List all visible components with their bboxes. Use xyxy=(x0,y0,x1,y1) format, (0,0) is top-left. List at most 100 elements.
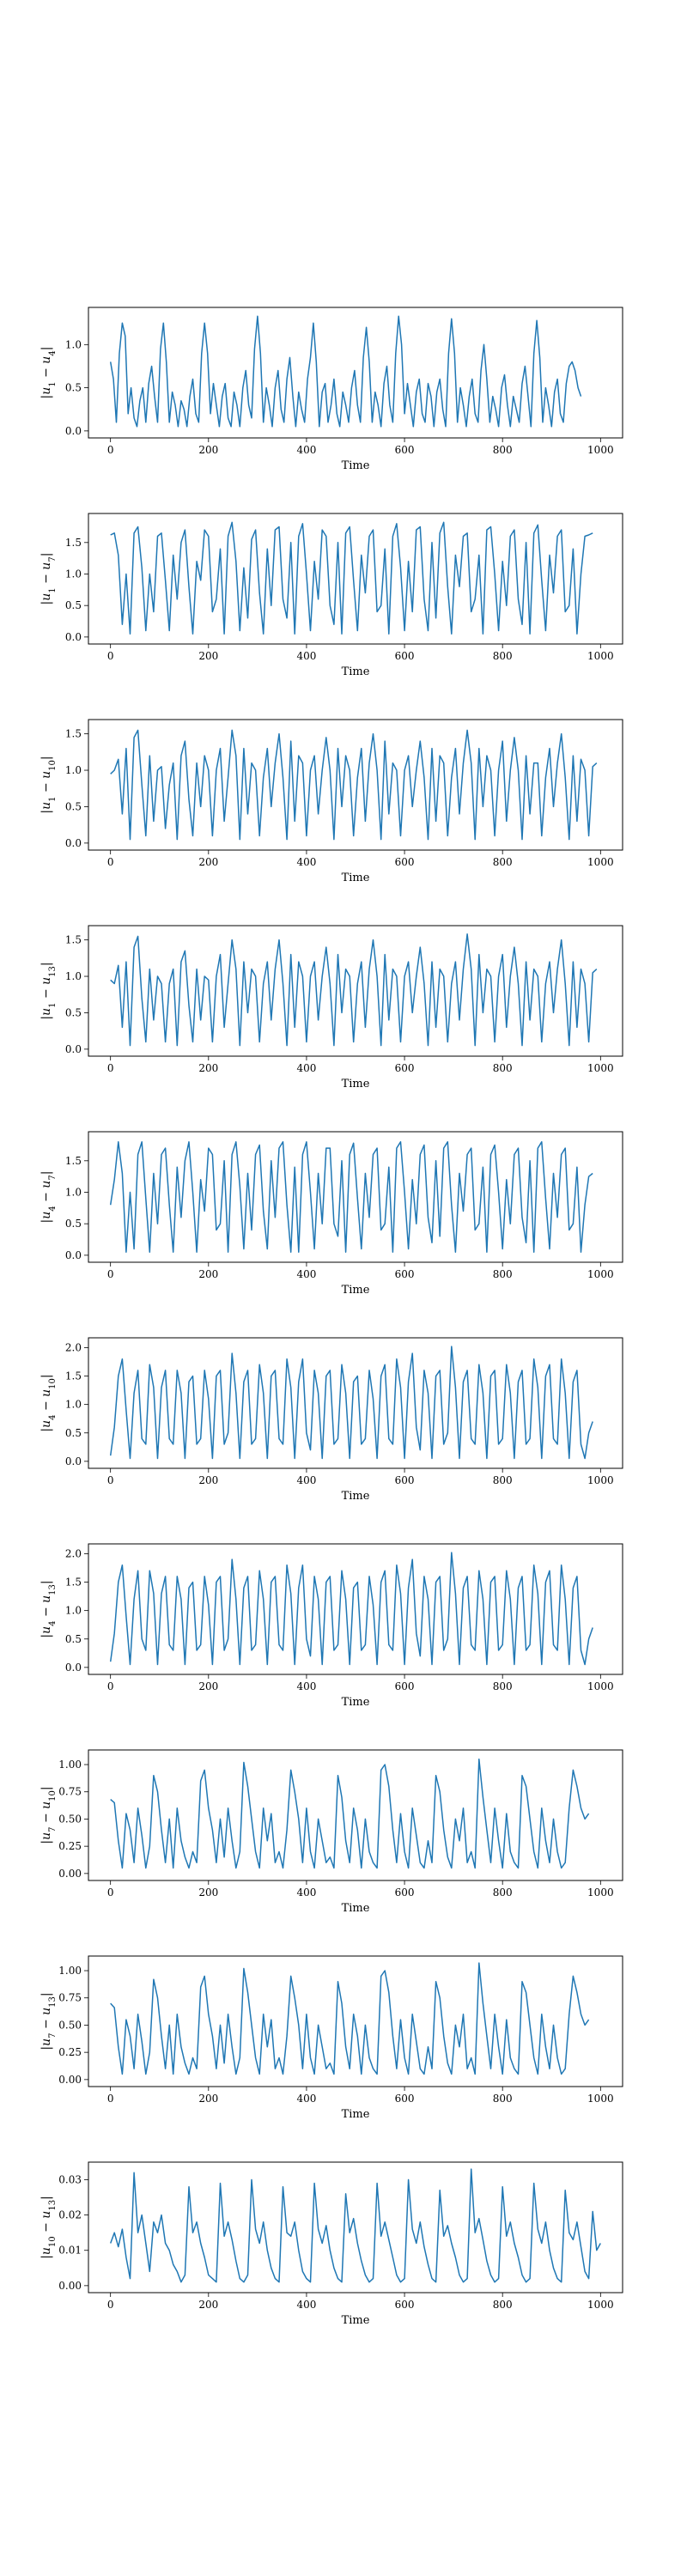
y-tick-label: 0.50 xyxy=(58,2019,82,2031)
y-tick-label: 1.5 xyxy=(65,934,82,946)
subplot-1: 0 200 400 600 800 1000 0.0 0.5 1.0 Time |u1 − u4| xyxy=(40,307,623,472)
x-tick-label: 0 xyxy=(107,1062,114,1074)
y-axis-label: |u1 − u10| xyxy=(40,756,58,813)
y-tick-label: 0.01 xyxy=(58,2245,82,2257)
y-axis-label: |u10 − u13| xyxy=(40,2196,58,2259)
series-line xyxy=(110,729,598,841)
y-tick-label: 1.0 xyxy=(65,568,82,580)
y-tick-label: 1.00 xyxy=(58,1759,82,1771)
y-axis-label: |u7 − u13| xyxy=(40,1992,58,2050)
y-tick-label: 2.0 xyxy=(65,1341,82,1353)
x-tick-label: 1000 xyxy=(587,1474,614,1486)
y-tick-label: 0.5 xyxy=(65,599,82,611)
y-tick-label: 0.0 xyxy=(65,1249,82,1261)
series-line xyxy=(109,2168,601,2283)
subplot-3: 0 200 400 600 800 1000 0.0 0.5 1.0 1.5 Time |u1 − u… xyxy=(40,719,623,884)
subplot-5: 0 200 400 600 800 1000 0.0 0.5 1.0 1.5 Time |u4 − u… xyxy=(40,1131,623,1297)
axes-frame xyxy=(88,307,623,439)
y-tick-label: 0.0 xyxy=(65,631,82,643)
x-tick-label: 600 xyxy=(395,1062,415,1074)
x-tick-label: 1000 xyxy=(587,1268,614,1280)
x-tick-label: 400 xyxy=(296,1886,316,1899)
x-tick-label: 600 xyxy=(395,2093,415,2105)
x-tick-label: 0 xyxy=(107,2299,114,2311)
x-tick-label: 0 xyxy=(107,1886,114,1899)
x-tick-label: 400 xyxy=(296,1268,316,1280)
subplot-4: 0 200 400 600 800 1000 0.0 0.5 1.0 1.5 Time |u1 − u… xyxy=(40,925,623,1091)
y-tick-label: 1.0 xyxy=(65,970,82,982)
x-tick-label: 400 xyxy=(296,2093,316,2105)
x-tick-label: 1000 xyxy=(587,650,614,662)
x-tick-label: 200 xyxy=(198,856,218,868)
x-tick-label: 400 xyxy=(296,650,316,662)
x-tick-label: 200 xyxy=(198,1680,218,1692)
x-tick-label: 600 xyxy=(395,856,415,868)
y-tick-label: 0.75 xyxy=(58,1992,82,2004)
y-tick-label: 1.5 xyxy=(65,728,82,740)
x-axis-label: Time xyxy=(342,1696,370,1709)
y-tick-label: 1.5 xyxy=(65,1577,82,1589)
axes-frame xyxy=(88,1337,623,1469)
y-tick-label: 0.5 xyxy=(65,1633,82,1645)
y-tick-label: 0.0 xyxy=(65,837,82,849)
x-tick-label: 0 xyxy=(107,1268,114,1280)
subplot-10: 0 200 400 600 800 1000 0.00 0.01 0.02 0.03 Time |u1… xyxy=(40,2161,623,2327)
y-axis-label: |u4 − u10| xyxy=(40,1374,58,1431)
y-tick-label: 0.00 xyxy=(58,2280,82,2292)
x-tick-label: 0 xyxy=(107,2093,114,2105)
y-tick-label: 0.5 xyxy=(65,800,82,812)
x-tick-label: 1000 xyxy=(587,1062,614,1074)
y-tick-label: 1.0 xyxy=(65,338,82,350)
series-line xyxy=(109,1552,593,1666)
x-tick-label: 0 xyxy=(107,1474,114,1486)
x-tick-label: 800 xyxy=(493,2093,513,2105)
y-tick-label: 1.00 xyxy=(58,1965,82,1977)
series-line xyxy=(109,1346,593,1460)
x-tick-label: 600 xyxy=(395,1886,415,1899)
x-axis-label: Time xyxy=(342,2314,370,2327)
axes-frame xyxy=(88,2161,623,2293)
series-line xyxy=(110,521,593,635)
y-tick-label: 0.5 xyxy=(65,1427,82,1439)
series-line xyxy=(109,315,582,428)
axes-frame xyxy=(88,925,623,1057)
x-tick-label: 800 xyxy=(493,1886,513,1899)
y-tick-label: 2.0 xyxy=(65,1547,82,1559)
x-tick-label: 800 xyxy=(493,1474,513,1486)
x-axis-label: Time xyxy=(342,872,370,884)
x-tick-label: 200 xyxy=(198,2299,218,2311)
series-line xyxy=(110,1758,590,1869)
x-tick-label: 200 xyxy=(198,1268,218,1280)
x-tick-label: 200 xyxy=(198,1886,218,1899)
subplot-8: 0 200 400 600 800 1000 0.00 0.25 0.50 0.75 1.00 Tim… xyxy=(40,1749,623,1915)
y-tick-label: 0.0 xyxy=(65,1662,82,1674)
x-tick-label: 1000 xyxy=(587,856,614,868)
x-axis-label: Time xyxy=(342,1902,370,1915)
x-axis-label: Time xyxy=(342,665,370,678)
subplot-6: 0 200 400 600 800 1000 0.0 0.5 1.0 1.5 2.0 Time |u4 … xyxy=(40,1337,623,1503)
x-tick-label: 200 xyxy=(198,650,218,662)
y-tick-label: 1.0 xyxy=(65,1605,82,1617)
x-tick-label: 800 xyxy=(493,2299,513,2311)
x-tick-label: 400 xyxy=(296,856,316,868)
y-tick-label: 0.5 xyxy=(65,1218,82,1230)
axes-frame xyxy=(88,1543,623,1675)
axes-frame xyxy=(88,1131,623,1263)
x-tick-label: 600 xyxy=(395,1474,415,1486)
y-tick-label: 0.0 xyxy=(65,1043,82,1055)
y-axis-label: |u4 − u13| xyxy=(40,1580,58,1637)
y-axis-label: |u1 − u13| xyxy=(40,962,58,1019)
series-line xyxy=(110,1962,590,2075)
x-axis-label: Time xyxy=(342,2108,370,2121)
x-tick-label: 1000 xyxy=(587,1886,614,1899)
series-line xyxy=(109,1141,593,1253)
x-tick-label: 400 xyxy=(296,444,316,456)
y-tick-label: 1.5 xyxy=(65,1370,82,1382)
y-tick-label: 0.03 xyxy=(58,2173,82,2185)
x-axis-label: Time xyxy=(342,459,370,472)
y-axis-label: |u1 − u4| xyxy=(40,347,58,399)
x-tick-label: 200 xyxy=(198,1474,218,1486)
x-tick-label: 400 xyxy=(296,1680,316,1692)
x-tick-label: 1000 xyxy=(587,2299,614,2311)
y-axis-label: |u4 − u7| xyxy=(40,1171,58,1224)
